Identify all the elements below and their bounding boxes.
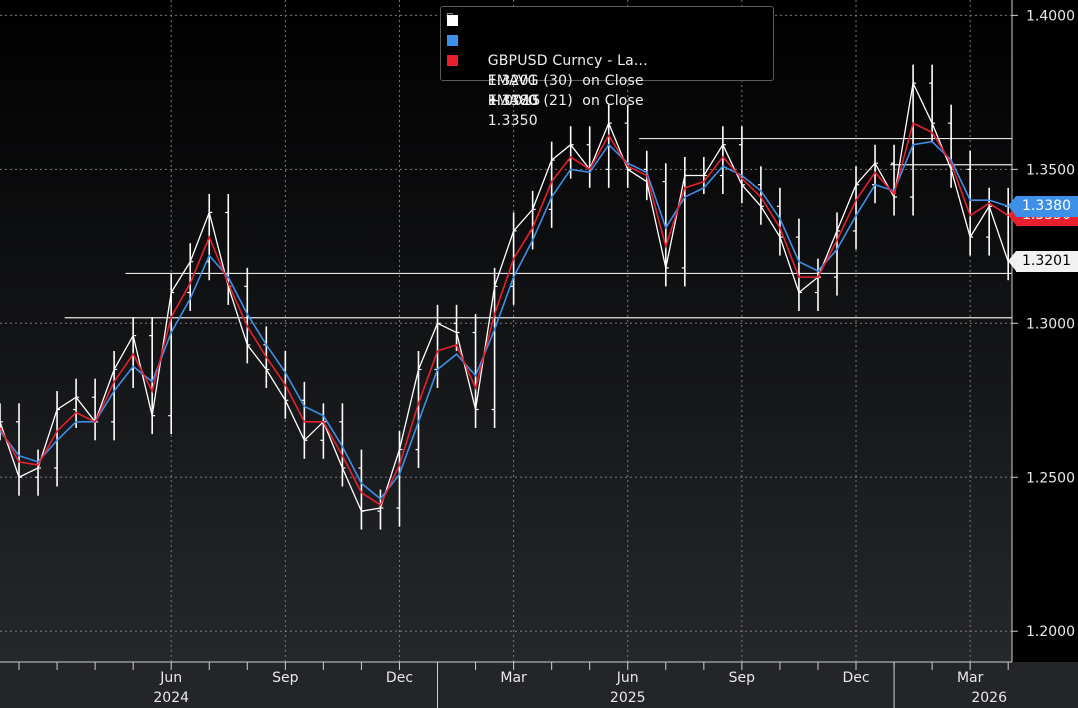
legend-ema21-name: EMAVG (21) on Close <box>487 93 644 109</box>
ema-lines <box>0 122 1009 507</box>
legend-row-ema21[interactable]: EMAVG (21) on Close 1.3350 <box>441 51 773 129</box>
x-month-label: Mar <box>957 670 984 686</box>
legend-swatch-ema21 <box>447 55 458 66</box>
value-tag-ema30: 1.3380 <box>1008 195 1078 217</box>
ema30-line <box>0 140 1009 500</box>
legend-row-price[interactable]: GBPUSD Curncy - La... 1.3201 +.0015 <box>441 11 773 109</box>
y-tick-label: 1.4000 <box>1026 8 1075 24</box>
legend-box[interactable]: ⊟ GBPUSD Curncy - La... 1.3201 +.0015 EM… <box>440 6 774 129</box>
x-year-label: 2026 <box>971 690 1007 706</box>
x-year-label: 2025 <box>610 690 646 706</box>
legend-ema30-name: EMAVG (30) on Close <box>487 73 644 89</box>
legend-row-ema30[interactable]: EMAVG (30) on Close 1.3380 <box>441 31 773 109</box>
x-month-label: Jun <box>616 670 639 686</box>
ema21-line <box>0 122 1009 507</box>
legend-price-change: +.0015 <box>487 93 541 109</box>
x-year-label: 2024 <box>153 690 189 706</box>
x-month-label: Dec <box>842 670 869 686</box>
y-tick-label: 1.2000 <box>1026 624 1075 640</box>
legend-ema21-value: 1.3350 <box>487 113 538 129</box>
price-series-line <box>0 80 1009 512</box>
plot-background <box>0 0 1012 662</box>
x-month-label: Mar <box>500 670 527 686</box>
value-tag-last-price: 1.3201 <box>1008 250 1078 272</box>
legend-price-value: 1.3201 <box>487 73 538 89</box>
x-month-label: Sep <box>729 670 756 686</box>
legend-ema30-value: 1.3380 <box>487 93 538 109</box>
y-tick-label: 1.2500 <box>1026 470 1075 486</box>
y-tick-label: 1.3000 <box>1026 316 1075 332</box>
x-month-label: Jun <box>159 670 182 686</box>
legend-swatch-ema30 <box>447 35 458 46</box>
y-tick-label: 1.3500 <box>1026 162 1075 178</box>
legend-swatch-price <box>447 15 458 26</box>
x-month-label: Sep <box>272 670 299 686</box>
axis-background <box>0 662 1078 708</box>
legend-price-name: GBPUSD Curncy - La... <box>487 53 648 69</box>
x-month-label: Dec <box>386 670 413 686</box>
